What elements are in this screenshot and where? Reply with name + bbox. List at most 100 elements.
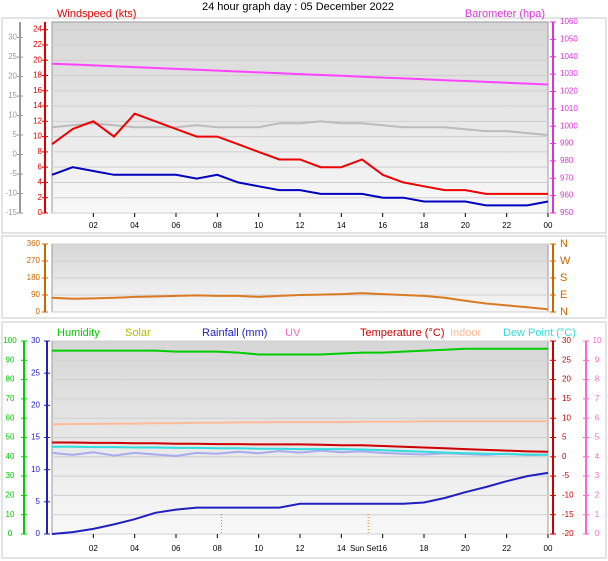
y-tick-label: W [560,255,571,267]
y-tick-label: 5 [36,497,41,506]
axis-title: Windspeed (kts) [57,8,136,20]
y-tick-label: 1060 [560,17,578,26]
chart-title: 24 hour graph day : 05 December 2022 [202,1,394,13]
y-tick-label: -15 [562,510,574,519]
y-tick-label: 20 [33,55,42,64]
series-line [52,441,549,453]
y-tick-label: 0 [36,307,41,316]
y-tick-label: 0 [8,529,13,538]
y-tick-label: 0 [36,529,41,538]
y-tick-label: 5 [13,130,18,139]
y-tick-label: 970 [560,173,574,182]
legend-label: Solar [125,327,151,339]
x-tick-label: 22 [502,221,511,230]
y-tick-label: 10 [593,336,602,345]
y-tick-label: 0 [13,150,18,159]
y-tick-label: 16 [33,86,42,95]
y-tick-label: -20 [562,529,574,538]
y-tick-label: 5 [562,433,567,442]
y-tick-label: 1 [595,510,600,519]
legend-label: UV [285,327,301,339]
x-tick-label: 18 [420,221,429,230]
x-tick-label: 18 [420,544,429,553]
y-tick-label: S [560,272,567,284]
legend-label: Indoor [450,327,482,339]
y-tick-label: 18 [33,71,42,80]
y-tick-label: 9 [595,355,600,364]
x-tick-label: 08 [213,544,222,553]
y-tick-label: 950 [560,208,574,217]
y-tick-label: 14 [33,101,42,110]
y-tick-label: N [560,306,568,318]
y-tick-label: 12 [33,116,42,125]
y-tick-label: 22 [33,40,42,49]
y-tick-label: 10 [8,111,17,120]
y-tick-label: 25 [8,52,17,61]
y-tick-label: 1020 [560,87,578,96]
y-tick-label: 20 [6,491,15,500]
x-tick-label: 12 [296,221,305,230]
y-tick-label: 60 [6,413,15,422]
sun-marker-label: Sun Set [350,544,379,553]
x-tick-label: 00 [544,221,553,230]
x-tick-label: 20 [461,221,470,230]
y-tick-label: 1040 [560,52,578,61]
y-tick-label: 30 [562,336,571,345]
x-tick-label: 08 [213,221,222,230]
y-tick-label: 180 [27,273,41,282]
x-tick-label: 06 [172,221,181,230]
y-tick-label: 24 [33,25,42,34]
legend-label: Temperature (°C) [360,327,444,339]
series-line [51,471,549,535]
y-tick-label: 25 [562,355,571,364]
y-tick-label: 1010 [560,104,578,113]
y-tick-label: 6 [38,162,43,171]
y-tick-label: 3 [595,471,600,480]
x-tick-label: 14 [337,544,346,553]
y-tick-label: 15 [562,394,571,403]
y-tick-label: 80 [6,375,15,384]
series-line [51,120,549,136]
y-tick-label: 270 [27,256,41,265]
y-tick-label: 10 [6,510,15,519]
y-tick-label: 5 [595,433,600,442]
y-tick-label: 1000 [560,121,578,130]
y-tick-label: -10 [5,189,17,198]
y-tick-label: 0 [595,529,600,538]
y-tick-label: 2 [595,491,600,500]
x-tick-label: 12 [296,544,305,553]
y-tick-label: 70 [6,394,15,403]
y-tick-label: 20 [562,375,571,384]
y-tick-label: 6 [595,413,600,422]
x-tick-label: 10 [254,221,263,230]
y-tick-label: 0 [38,208,43,217]
series-line [52,445,549,456]
y-tick-label: 1030 [560,69,578,78]
x-tick-label: 06 [172,544,181,553]
y-tick-label: 10 [33,132,42,141]
y-tick-label: N [560,238,568,250]
y-tick-label: -15 [5,208,17,217]
y-tick-label: -10 [562,491,574,500]
y-tick-label: 990 [560,139,574,148]
y-tick-label: 20 [31,400,40,409]
y-tick-label: 90 [6,355,15,364]
series-line [51,62,549,86]
y-tick-label: 8 [38,147,43,156]
y-tick-label: 50 [6,433,15,442]
y-tick-label: 4 [38,178,43,187]
x-tick-label: 00 [544,544,553,553]
y-tick-label: 25 [31,368,40,377]
y-tick-label: 1050 [560,34,578,43]
series-line [51,420,548,426]
y-tick-label: 4 [595,452,600,461]
plot-area [51,21,549,214]
legend-label: Dew Point (°C) [503,327,576,339]
y-tick-label: 960 [560,191,574,200]
y-tick-label: 0 [562,452,567,461]
y-tick-label: 20 [8,72,17,81]
y-tick-label: E [560,289,567,301]
y-tick-label: 980 [560,156,574,165]
x-tick-label: 16 [378,221,387,230]
